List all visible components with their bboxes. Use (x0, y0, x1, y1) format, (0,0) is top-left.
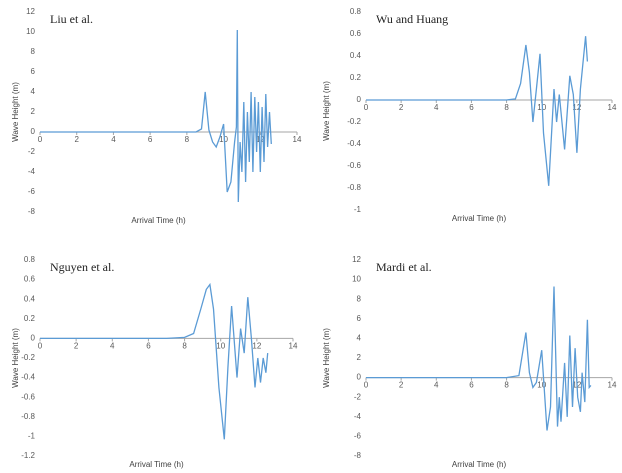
y-tick-label: 8 (31, 47, 36, 56)
y-tick-label: 0 (31, 334, 36, 343)
x-axis-label: Arrival Time (h) (131, 216, 186, 225)
y-tick-label: -2 (28, 147, 36, 156)
y-tick-label: 2 (357, 353, 362, 362)
x-tick-label: 14 (289, 342, 298, 351)
y-tick-label: 6 (357, 314, 362, 323)
y-tick-label: -1 (28, 432, 36, 441)
y-tick-label: -4 (354, 412, 362, 421)
y-tick-label: 8 (357, 294, 362, 303)
line-series (366, 286, 592, 431)
x-tick-label: 4 (434, 103, 439, 112)
x-tick-label: 4 (111, 135, 116, 144)
y-tick-label: 4 (31, 87, 36, 96)
x-tick-label: 8 (504, 381, 509, 390)
chart-title: Nguyen et al. (50, 260, 114, 274)
y-tick-label: -2 (354, 392, 362, 401)
x-tick-label: 2 (399, 381, 404, 390)
y-tick-label: -1 (354, 205, 362, 214)
y-tick-label: -0.2 (347, 117, 361, 126)
x-tick-label: 2 (74, 342, 79, 351)
y-tick-label: 0.8 (24, 255, 36, 264)
line-series (40, 282, 269, 440)
x-tick-label: 10 (216, 342, 225, 351)
x-tick-label: 4 (434, 381, 439, 390)
x-tick-label: 10 (537, 381, 546, 390)
chart-title: Wu and Huang (376, 12, 448, 26)
y-tick-label: 0.4 (24, 294, 36, 303)
y-tick-label: 12 (352, 255, 361, 264)
y-tick-label: -0.4 (347, 139, 361, 148)
x-tick-label: 8 (182, 342, 187, 351)
y-tick-label: 6 (31, 67, 36, 76)
y-tick-label: 10 (26, 27, 35, 36)
y-tick-label: 0.2 (24, 314, 36, 323)
y-tick-label: -4 (28, 167, 36, 176)
y-tick-label: -6 (28, 187, 36, 196)
y-tick-label: -0.8 (347, 183, 361, 192)
y-axis-label: Wave Height (m) (11, 328, 20, 388)
x-tick-label: 14 (608, 381, 617, 390)
x-tick-label: 6 (148, 135, 153, 144)
x-tick-label: 12 (252, 342, 261, 351)
x-tick-label: 8 (504, 103, 509, 112)
y-tick-label: 10 (352, 275, 361, 284)
x-tick-label: 14 (608, 103, 617, 112)
x-axis-label: Arrival Time (h) (452, 460, 507, 469)
y-tick-label: 0.2 (350, 73, 362, 82)
y-tick-label: 0 (31, 127, 36, 136)
chart-title: Mardi et al. (376, 260, 432, 274)
line-series (366, 36, 589, 186)
y-tick-label: 12 (26, 7, 35, 16)
y-tick-label: 0 (357, 95, 362, 104)
x-tick-label: 0 (38, 342, 43, 351)
x-axis-label: Arrival Time (h) (129, 460, 184, 469)
x-tick-label: 12 (572, 103, 581, 112)
y-tick-label: 0.4 (350, 51, 362, 60)
y-tick-label: -6 (354, 432, 362, 441)
x-tick-label: 6 (469, 103, 474, 112)
y-axis-label: Wave Height (m) (322, 81, 331, 141)
y-tick-label: 0.6 (24, 275, 36, 284)
x-tick-label: 0 (364, 103, 369, 112)
y-tick-label: 0.8 (350, 7, 362, 16)
x-tick-label: 2 (74, 135, 79, 144)
chart-title: Liu et al. (50, 12, 93, 26)
y-axis-label: Wave Height (m) (11, 82, 20, 142)
y-tick-label: -0.6 (21, 392, 35, 401)
y-tick-label: -0.6 (347, 161, 361, 170)
x-tick-label: 0 (38, 135, 43, 144)
x-tick-label: 6 (469, 381, 474, 390)
x-tick-label: 6 (146, 342, 151, 351)
y-tick-label: 0 (357, 373, 362, 382)
y-tick-label: -0.8 (21, 412, 35, 421)
y-tick-label: 2 (31, 107, 36, 116)
y-tick-label: 0.6 (350, 29, 362, 38)
x-tick-label: 4 (110, 342, 115, 351)
y-tick-label: -8 (354, 451, 362, 460)
x-tick-label: 2 (399, 103, 404, 112)
y-axis-label: Wave Height (m) (322, 328, 331, 388)
line-series (40, 29, 272, 203)
x-tick-label: 0 (364, 381, 369, 390)
x-tick-label: 8 (185, 135, 190, 144)
y-tick-label: -1.2 (21, 451, 35, 460)
x-axis-label: Arrival Time (h) (452, 214, 507, 223)
x-tick-label: 14 (293, 135, 302, 144)
y-tick-label: -0.4 (21, 373, 35, 382)
y-tick-label: -0.2 (21, 353, 35, 362)
y-tick-label: 4 (357, 334, 362, 343)
y-tick-label: -8 (28, 207, 36, 216)
